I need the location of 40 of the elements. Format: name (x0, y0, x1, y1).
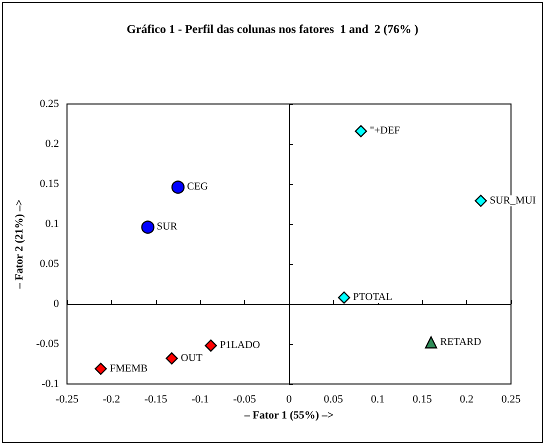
annotation: OUT (180, 352, 203, 364)
point (424, 336, 438, 348)
annotation: SUR (156, 222, 178, 233)
x-tick-label: -0.1 (191, 394, 209, 406)
point (166, 352, 178, 364)
x-tick-label: 0.2 (460, 394, 474, 406)
x-tick-label: -0.2 (102, 394, 120, 406)
x-tick-label: -0.25 (56, 394, 79, 406)
y-tick-label: 0.25 (40, 98, 60, 110)
y-tick-label: 0.15 (40, 178, 60, 190)
y-tick-label: 0 (54, 298, 60, 310)
x-tick-label: 0.1 (370, 394, 385, 406)
annotation: SUR_MUI (490, 195, 536, 206)
x-tick-label: -0.15 (144, 394, 168, 406)
x-tick-label: 0.15 (412, 394, 432, 406)
annotation: P1LADO (220, 340, 261, 352)
point (141, 220, 154, 234)
annotation: CEG (187, 182, 208, 193)
x-tick-label: 0.05 (324, 394, 344, 406)
y-tick-label: 0.05 (40, 258, 60, 270)
x-tick-label: 0 (286, 394, 292, 406)
y-axis-title: – Fator 2 (21%) –> (14, 199, 26, 290)
annotation: FMEMB (110, 363, 148, 374)
point (474, 194, 487, 207)
annotation: "+DEF (370, 126, 400, 137)
point (354, 125, 368, 138)
annotation: PTOTAL (353, 292, 392, 304)
annotation: RETARD (440, 336, 482, 348)
point (204, 340, 217, 352)
y-tick-label: 0.1 (45, 218, 59, 230)
chart-title: Gráfico 1 - Perfil das colunas nos fatores 1 and 2 (76% ) (126, 22, 418, 36)
y-tick-label: 0.2 (45, 138, 59, 150)
point (171, 180, 185, 194)
point (338, 292, 350, 304)
point (94, 362, 107, 375)
x-tick-label: -0.05 (233, 394, 257, 406)
y-tick-label: -0.05 (36, 338, 60, 350)
x-axis-title: – Fator 1 (55%) –> (243, 409, 334, 422)
x-tick-label: 0.25 (501, 394, 522, 406)
y-tick-label: -0.1 (42, 378, 59, 390)
